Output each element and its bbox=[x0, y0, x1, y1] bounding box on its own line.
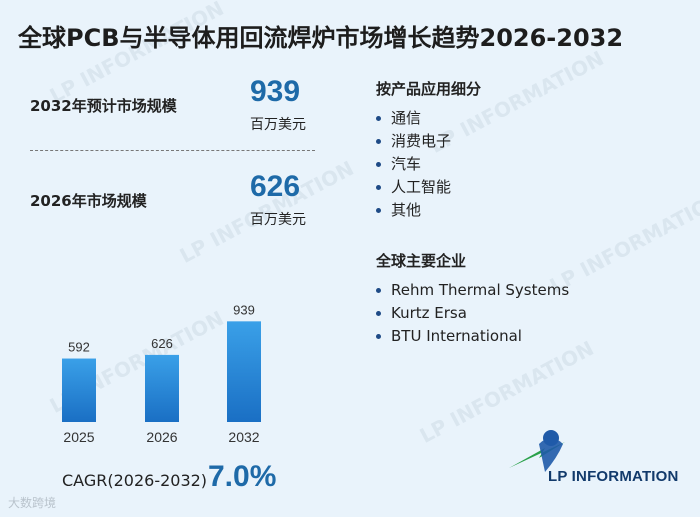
segment-item: 其他 bbox=[376, 199, 451, 222]
segments-list: 通信 消费电子 汽车 人工智能 其他 bbox=[376, 107, 451, 222]
bar-chart: 592 2025 626 2026 939 2032 bbox=[62, 302, 261, 445]
bullet-icon bbox=[376, 208, 381, 213]
stat-value-2026: 626 bbox=[250, 170, 301, 203]
companies-list: Rehm Thermal Systems Kurtz Ersa BTU Inte… bbox=[376, 279, 569, 348]
companies-title: 全球主要企业 bbox=[376, 252, 467, 270]
stat-unit-2026: 百万美元 bbox=[250, 212, 306, 228]
data-label-2026: 626 bbox=[151, 336, 173, 351]
stat-label-2032: 2032年预计市场规模 bbox=[30, 97, 177, 115]
data-label-2025: 592 bbox=[68, 340, 90, 355]
bullet-icon bbox=[376, 185, 381, 190]
bullet-icon bbox=[376, 139, 381, 144]
lp-information-logo-icon bbox=[509, 430, 565, 472]
segments-title: 按产品应用细分 bbox=[376, 80, 482, 98]
bullet-icon bbox=[376, 288, 381, 293]
bullet-icon bbox=[376, 116, 381, 121]
data-label-2032: 939 bbox=[233, 302, 255, 317]
divider bbox=[30, 150, 315, 151]
bullet-icon bbox=[376, 162, 381, 167]
corner-watermark: 大数跨境 bbox=[8, 496, 57, 510]
company-item: Kurtz Ersa bbox=[376, 302, 569, 325]
bullet-icon bbox=[376, 334, 381, 339]
company-item: BTU International bbox=[376, 325, 569, 348]
bar-2026 bbox=[145, 354, 179, 422]
stat-unit-2032: 百万美元 bbox=[250, 117, 306, 133]
bullet-icon bbox=[376, 311, 381, 316]
logo-text: LP INFORMATION bbox=[548, 468, 679, 485]
company-item: Rehm Thermal Systems bbox=[376, 279, 569, 302]
segment-item: 汽车 bbox=[376, 153, 451, 176]
watermark: LP INFORMATION bbox=[425, 46, 608, 158]
segment-item: 消费电子 bbox=[376, 130, 451, 153]
x-tick-label-2026: 2026 bbox=[146, 429, 177, 445]
page-title: 全球PCB与半导体用回流焊炉市场增长趋势2026-2032 bbox=[18, 24, 624, 52]
x-tick-label-2032: 2032 bbox=[228, 429, 259, 445]
cagr-label: CAGR(2026-2032) bbox=[62, 471, 208, 490]
stat-label-2026: 2026年市场规模 bbox=[30, 192, 147, 210]
segment-item: 人工智能 bbox=[376, 176, 451, 199]
bar-2032 bbox=[227, 321, 261, 422]
x-tick-label-2025: 2025 bbox=[63, 429, 94, 445]
cagr-value: 7.0% bbox=[208, 460, 277, 493]
segment-item: 通信 bbox=[376, 107, 451, 130]
stat-value-2032: 939 bbox=[250, 75, 301, 108]
bar-2025 bbox=[62, 358, 96, 422]
